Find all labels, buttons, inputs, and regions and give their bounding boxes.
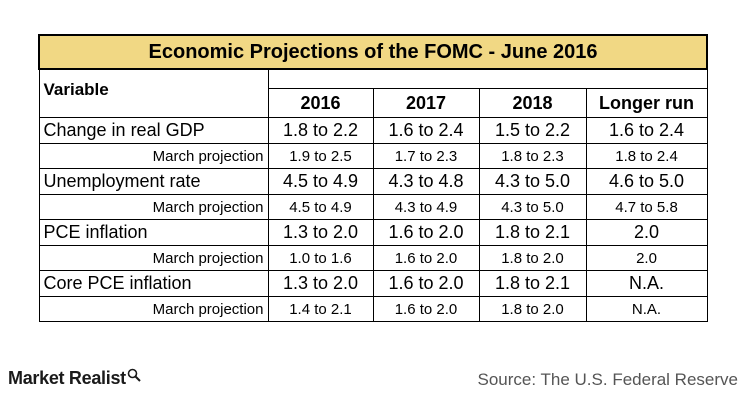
cell-longer-run: 1.8 to 2.4	[585, 143, 708, 169]
table-row: PCE inflation 1.3 to 2.0 1.6 to 2.0 1.8 to …	[38, 219, 708, 246]
cell-longer-run: 2.0	[585, 245, 708, 271]
cell-2017: 1.6 to 2.4	[372, 117, 480, 144]
cell-2016: 1.3 to 2.0	[267, 270, 374, 297]
cell-2017: 1.6 to 2.0	[372, 219, 480, 246]
sub-row-label: March projection	[38, 245, 269, 271]
cell-longer-run: 4.7 to 5.8	[585, 194, 708, 220]
cell-2018: 4.3 to 5.0	[478, 194, 587, 220]
sub-row-label: March projection	[38, 143, 269, 169]
cell-2016: 1.3 to 2.0	[267, 219, 374, 246]
column-header-2018: 2018	[478, 88, 587, 118]
table-row: Change in real GDP 1.8 to 2.2 1.6 to 2.4 1.…	[38, 117, 708, 144]
cell-2016: 1.0 to 1.6	[267, 245, 374, 271]
cell-2017: 1.6 to 2.0	[372, 296, 480, 322]
table-row: March projection 1.0 to 1.6 1.6 to 2.0 1.8 …	[38, 245, 708, 271]
row-label: PCE inflation	[38, 219, 269, 246]
cell-2017: 1.7 to 2.3	[372, 143, 480, 169]
cell-2016: 1.9 to 2.5	[267, 143, 374, 169]
sub-row-label: March projection	[38, 296, 269, 322]
variable-header: Variable	[38, 68, 269, 118]
row-label: Change in real GDP	[38, 117, 269, 144]
fomc-projections-table: Economic Projections of the FOMC - June …	[37, 34, 709, 322]
table-row: Core PCE inflation 1.3 to 2.0 1.6 to 2.0 1.…	[38, 270, 708, 297]
cell-2017: 1.6 to 2.0	[372, 270, 480, 297]
source-note: Source: The U.S. Federal Reserve	[477, 370, 738, 389]
cell-2016: 1.8 to 2.2	[267, 117, 374, 144]
cell-2018: 1.8 to 2.0	[478, 296, 587, 322]
cell-longer-run: N.A.	[585, 270, 708, 297]
table-row: Unemployment rate 4.5 to 4.9 4.3 to 4.8 4.3…	[38, 168, 708, 195]
column-header-longer-run: Longer run	[585, 88, 708, 118]
cell-longer-run: N.A.	[585, 296, 708, 322]
column-header-2016: 2016	[267, 88, 374, 118]
cell-longer-run: 1.6 to 2.4	[585, 117, 708, 144]
logo-text: Market Realist	[8, 368, 126, 388]
cell-2016: 1.4 to 2.1	[267, 296, 374, 322]
cell-2018: 1.8 to 2.1	[478, 219, 587, 246]
cell-2018: 1.8 to 2.1	[478, 270, 587, 297]
row-label: Core PCE inflation	[38, 270, 269, 297]
cell-longer-run: 4.6 to 5.0	[585, 168, 708, 195]
cell-2018: 1.8 to 2.3	[478, 143, 587, 169]
cell-2018: 1.8 to 2.0	[478, 245, 587, 271]
table-row: March projection 4.5 to 4.9 4.3 to 4.9 4.3 …	[38, 194, 708, 220]
cell-2018: 1.5 to 2.2	[478, 117, 587, 144]
market-realist-logo: Market Realist	[8, 368, 141, 389]
column-header-2017: 2017	[372, 88, 480, 118]
cell-2016: 4.5 to 4.9	[267, 168, 374, 195]
sub-row-label: March projection	[38, 194, 269, 220]
cell-2017: 4.3 to 4.9	[372, 194, 480, 220]
cell-2018: 4.3 to 5.0	[478, 168, 587, 195]
row-label: Unemployment rate	[38, 168, 269, 195]
cell-2017: 4.3 to 4.8	[372, 168, 480, 195]
magnifier-icon	[127, 366, 141, 387]
table-title: Economic Projections of the FOMC - June …	[37, 34, 709, 70]
cell-longer-run: 2.0	[585, 219, 708, 246]
cell-2016: 4.5 to 4.9	[267, 194, 374, 220]
cell-2017: 1.6 to 2.0	[372, 245, 480, 271]
header-spacer	[267, 68, 708, 89]
table-row: March projection 1.9 to 2.5 1.7 to 2.3 1.8 …	[38, 143, 708, 169]
table-row: March projection 1.4 to 2.1 1.6 to 2.0 1.8 …	[38, 296, 708, 322]
